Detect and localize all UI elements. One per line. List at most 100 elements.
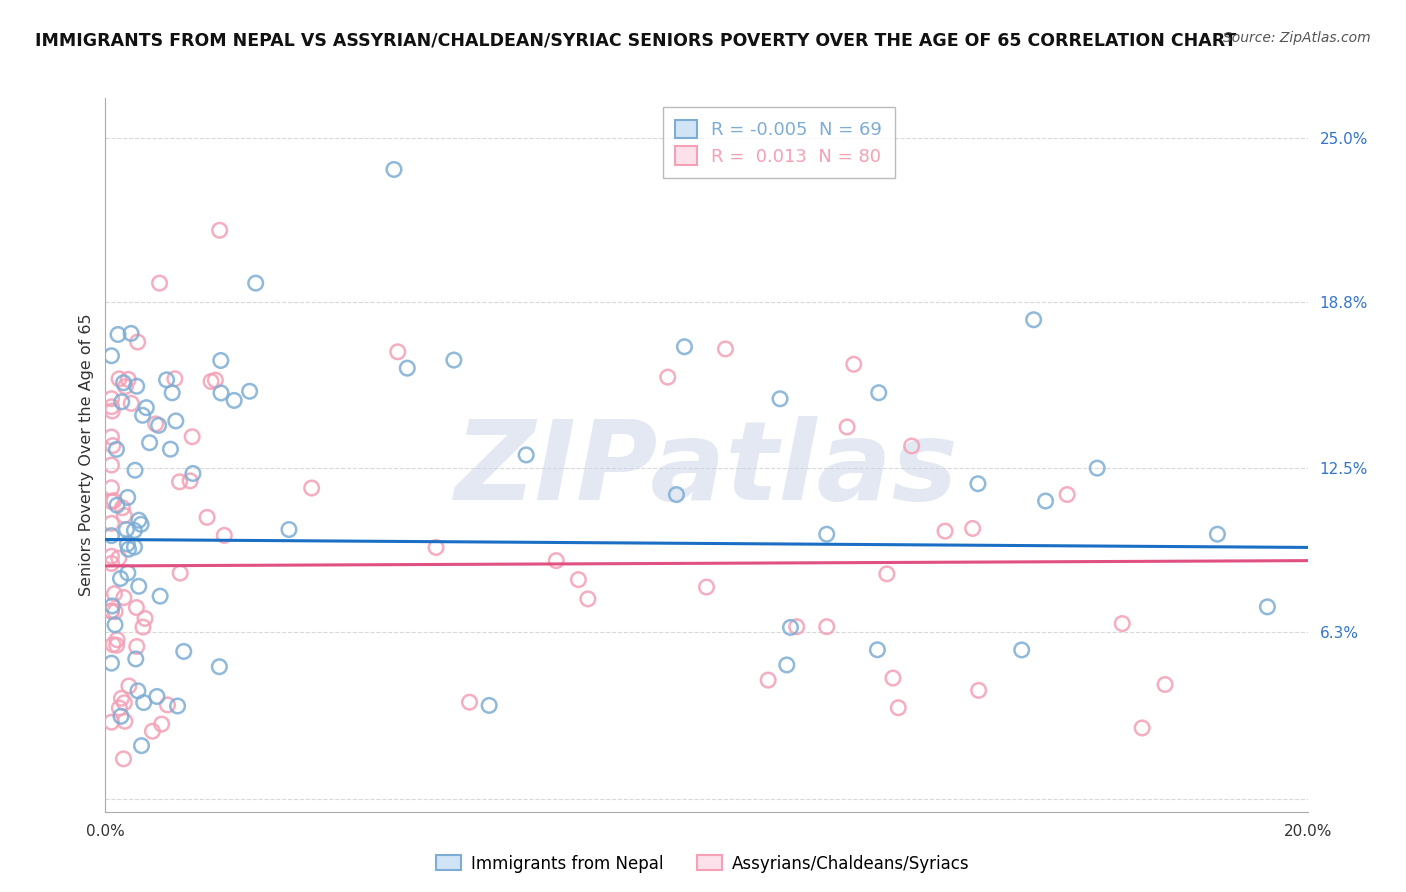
Point [673, 340, 696, 354]
Point [1130, 721, 1153, 735]
Point [100, 494, 122, 508]
Point [124, 463, 146, 477]
Point [1206, 527, 1229, 541]
Point [209, 353, 232, 368]
Point [105, 638, 128, 652]
Point [382, 162, 405, 177]
Point [120, 396, 142, 410]
Point [141, 724, 163, 739]
Point [181, 430, 204, 444]
Point [546, 554, 568, 568]
Point [156, 698, 179, 712]
Point [100, 557, 122, 571]
Point [128, 579, 150, 593]
Point [1011, 643, 1033, 657]
Point [200, 375, 222, 389]
Point [101, 599, 124, 613]
Point [714, 342, 737, 356]
Point [245, 276, 267, 290]
Point [169, 566, 191, 580]
Point [159, 442, 181, 457]
Point [129, 517, 152, 532]
Point [1056, 487, 1078, 501]
Point [100, 656, 122, 670]
Point [478, 698, 501, 713]
Point [104, 617, 127, 632]
Point [769, 392, 792, 406]
Point [104, 605, 127, 619]
Point [146, 690, 169, 704]
Legend: Immigrants from Nepal, Assyrians/Chaldeans/Syriacs: Immigrants from Nepal, Assyrians/Chaldea… [430, 848, 976, 880]
Point [111, 500, 134, 515]
Legend: R = -0.005  N = 69, R =  0.013  N = 80: R = -0.005 N = 69, R = 0.013 N = 80 [662, 107, 894, 178]
Point [204, 373, 226, 387]
Point [842, 357, 865, 371]
Point [149, 589, 172, 603]
Point [155, 373, 177, 387]
Point [108, 701, 131, 715]
Point [967, 683, 990, 698]
Point [100, 549, 122, 564]
Point [110, 709, 132, 723]
Point [967, 476, 990, 491]
Point [108, 372, 131, 386]
Point [786, 620, 808, 634]
Point [117, 566, 139, 580]
Point [166, 698, 188, 713]
Point [776, 657, 799, 672]
Point [224, 393, 246, 408]
Y-axis label: Seniors Poverty Over the Age of 65: Seniors Poverty Over the Age of 65 [79, 314, 94, 596]
Point [576, 591, 599, 606]
Point [101, 404, 124, 418]
Point [150, 717, 173, 731]
Point [103, 493, 125, 508]
Point [1256, 599, 1278, 614]
Point [100, 400, 122, 414]
Point [100, 516, 122, 531]
Point [1154, 677, 1177, 691]
Point [125, 600, 148, 615]
Point [112, 508, 135, 523]
Text: Source: ZipAtlas.com: Source: ZipAtlas.com [1223, 31, 1371, 45]
Point [515, 448, 537, 462]
Point [125, 640, 148, 654]
Point [101, 438, 124, 452]
Point [112, 376, 135, 390]
Point [118, 679, 141, 693]
Point [117, 491, 139, 505]
Point [100, 604, 122, 618]
Point [125, 379, 148, 393]
Point [101, 638, 124, 652]
Point [111, 394, 134, 409]
Point [815, 620, 838, 634]
Point [100, 604, 122, 618]
Point [934, 524, 956, 538]
Point [962, 521, 984, 535]
Point [756, 673, 779, 687]
Point [100, 528, 122, 542]
Point [120, 326, 142, 341]
Point [100, 392, 122, 406]
Point [134, 611, 156, 625]
Point [105, 442, 128, 457]
Point [131, 739, 153, 753]
Point [112, 696, 135, 710]
Point [124, 540, 146, 554]
Point [105, 632, 128, 647]
Point [301, 481, 323, 495]
Point [110, 691, 132, 706]
Point [900, 439, 922, 453]
Point [117, 537, 139, 551]
Point [239, 384, 262, 399]
Point [124, 524, 146, 538]
Point [100, 349, 122, 363]
Point [387, 344, 409, 359]
Point [100, 458, 122, 472]
Point [117, 372, 139, 386]
Point [181, 467, 204, 481]
Point [114, 714, 136, 729]
Point [868, 385, 890, 400]
Point [107, 327, 129, 342]
Point [127, 334, 149, 349]
Point [887, 700, 910, 714]
